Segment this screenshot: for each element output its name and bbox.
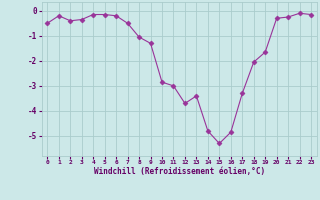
X-axis label: Windchill (Refroidissement éolien,°C): Windchill (Refroidissement éolien,°C) bbox=[94, 167, 265, 176]
